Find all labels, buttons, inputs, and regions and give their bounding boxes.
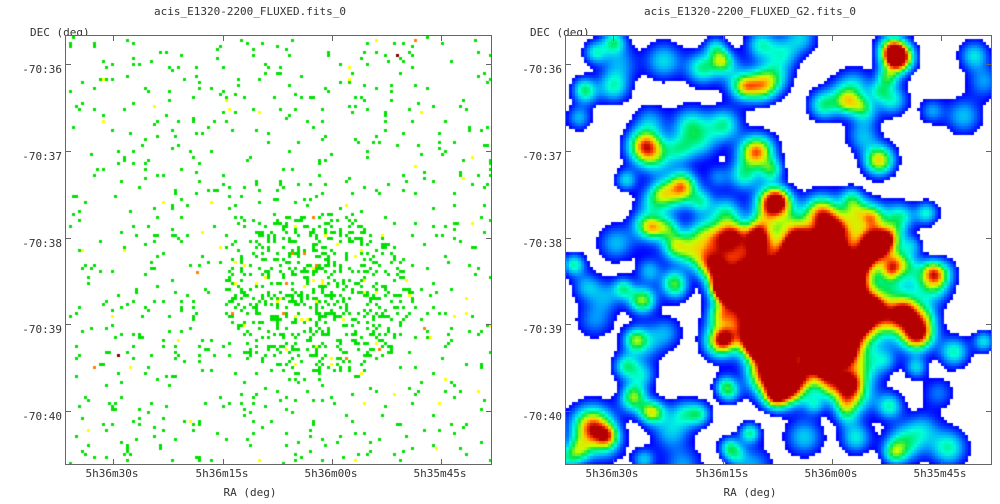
x-tick-label: 5h35m45s xyxy=(413,467,467,480)
y-tick-label: -70:37 xyxy=(522,150,562,163)
axis-tick xyxy=(723,459,724,464)
axis-tick xyxy=(566,411,571,412)
axis-tick xyxy=(566,324,571,325)
axis-tick xyxy=(566,151,571,152)
axis-tick xyxy=(941,459,942,464)
pixel-image xyxy=(66,36,491,464)
axis-tick xyxy=(486,64,491,65)
y-tick-label: -70:40 xyxy=(22,410,62,423)
y-tick-label: -70:36 xyxy=(522,63,562,76)
axis-tick xyxy=(441,459,442,464)
x-tick-label: 5h36m30s xyxy=(85,467,139,480)
axis-tick xyxy=(223,459,224,464)
axis-tick xyxy=(332,36,333,41)
x-axis-label: RA (deg) xyxy=(223,486,277,499)
axis-tick xyxy=(66,324,71,325)
axis-tick xyxy=(832,459,833,464)
smoothed-image xyxy=(566,36,991,464)
axis-tick xyxy=(941,36,942,41)
y-tick-label: -70:39 xyxy=(522,323,562,336)
axis-tick xyxy=(986,64,991,65)
y-tick-label: -70:38 xyxy=(522,237,562,250)
x-tick-label: 5h36m30s xyxy=(585,467,639,480)
x-tick-label: 5h36m15s xyxy=(695,467,749,480)
x-axis-label: RA (deg) xyxy=(723,486,777,499)
panel-fluxed: acis_E1320-2200_FLUXED.fits_0 DEC (deg) … xyxy=(22,5,492,499)
x-tick-label: 5h36m00s xyxy=(804,467,858,480)
axis-tick xyxy=(486,411,491,412)
axis-tick xyxy=(723,36,724,41)
x-tick-label: 5h35m45s xyxy=(913,467,967,480)
axis-tick xyxy=(566,238,571,239)
axis-tick xyxy=(486,324,491,325)
axis-tick xyxy=(986,324,991,325)
axis-tick xyxy=(332,459,333,464)
axis-tick xyxy=(66,151,71,152)
y-tick-label: -70:36 xyxy=(22,63,62,76)
axis-tick xyxy=(986,151,991,152)
y-tick-label: -70:39 xyxy=(22,323,62,336)
axis-tick xyxy=(986,411,991,412)
axis-tick xyxy=(66,238,71,239)
image-title: acis_E1320-2200_FLUXED_G2.fits_0 xyxy=(644,5,856,18)
image-plot-area[interactable] xyxy=(565,35,992,465)
axis-tick xyxy=(486,238,491,239)
axis-tick xyxy=(613,36,614,41)
y-tick-label: -70:40 xyxy=(522,410,562,423)
axis-tick xyxy=(441,36,442,41)
axis-tick xyxy=(832,36,833,41)
axis-tick xyxy=(113,36,114,41)
axis-tick xyxy=(566,64,571,65)
axis-tick xyxy=(223,36,224,41)
x-tick-label: 5h36m00s xyxy=(304,467,358,480)
panel-fluxed-g2: acis_E1320-2200_FLUXED_G2.fits_0 DEC (de… xyxy=(500,0,1000,504)
axis-tick xyxy=(113,459,114,464)
axis-tick xyxy=(613,459,614,464)
y-tick-label: -70:38 xyxy=(22,237,62,250)
axis-tick xyxy=(986,238,991,239)
image-title: acis_E1320-2200_FLUXED.fits_0 xyxy=(153,5,347,18)
y-tick-label: -70:37 xyxy=(22,150,62,163)
axis-tick xyxy=(66,64,71,65)
image-plot-area[interactable] xyxy=(65,35,492,465)
axis-tick xyxy=(66,411,71,412)
x-tick-label: 5h36m15s xyxy=(195,467,249,480)
axis-tick xyxy=(486,151,491,152)
